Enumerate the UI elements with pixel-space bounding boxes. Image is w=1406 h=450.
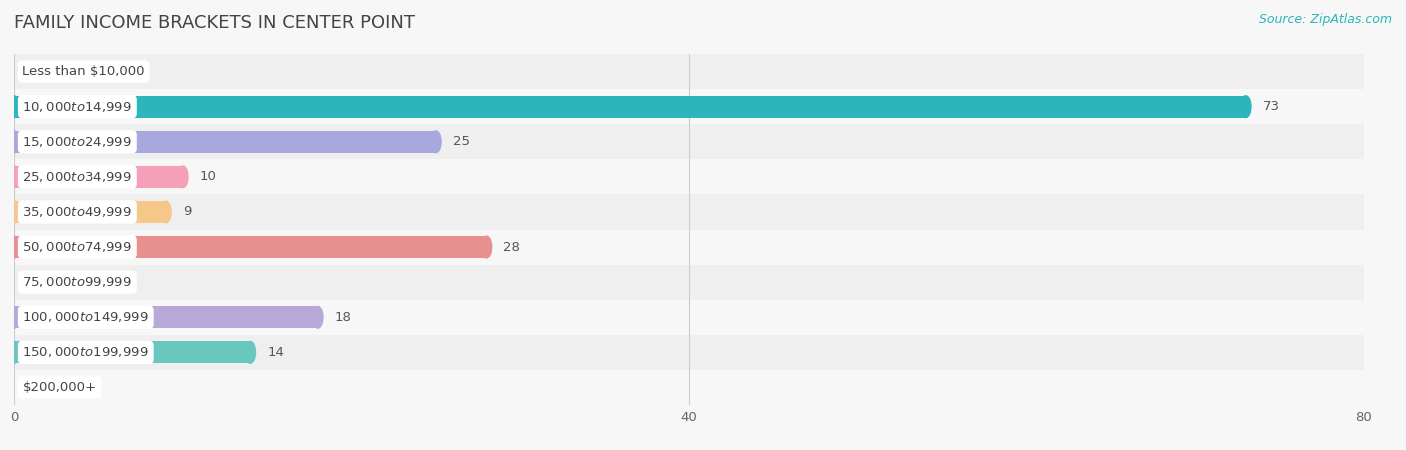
Text: $25,000 to $34,999: $25,000 to $34,999 [22, 170, 132, 184]
Bar [14, 265, 1364, 300]
Bar [14, 124, 1364, 159]
Text: $50,000 to $74,999: $50,000 to $74,999 [22, 240, 132, 254]
Circle shape [8, 236, 20, 258]
Text: 14: 14 [267, 346, 284, 359]
Bar [14, 306, 318, 328]
Circle shape [8, 131, 20, 153]
Bar [14, 89, 1364, 124]
Bar [14, 194, 1364, 230]
Text: $15,000 to $24,999: $15,000 to $24,999 [22, 135, 132, 149]
Text: 28: 28 [503, 241, 520, 253]
Circle shape [245, 342, 256, 363]
Text: 0: 0 [31, 65, 39, 78]
Circle shape [8, 96, 20, 117]
Bar [14, 370, 1364, 405]
Circle shape [1240, 96, 1251, 117]
Text: 0: 0 [31, 276, 39, 288]
Text: $200,000+: $200,000+ [22, 381, 97, 394]
Circle shape [481, 236, 492, 258]
Circle shape [430, 131, 441, 153]
Text: 73: 73 [1263, 100, 1279, 113]
Circle shape [312, 306, 323, 328]
Bar [14, 54, 1364, 89]
Circle shape [8, 306, 20, 328]
Bar [14, 201, 166, 223]
Text: 0: 0 [31, 381, 39, 394]
Text: 10: 10 [200, 171, 217, 183]
Circle shape [177, 166, 188, 188]
Text: FAMILY INCOME BRACKETS IN CENTER POINT: FAMILY INCOME BRACKETS IN CENTER POINT [14, 14, 415, 32]
Text: $150,000 to $199,999: $150,000 to $199,999 [22, 345, 149, 360]
Text: 18: 18 [335, 311, 352, 324]
Bar [14, 236, 486, 258]
Circle shape [8, 342, 20, 363]
Text: $75,000 to $99,999: $75,000 to $99,999 [22, 275, 132, 289]
Text: Source: ZipAtlas.com: Source: ZipAtlas.com [1258, 14, 1392, 27]
Circle shape [8, 201, 20, 223]
Circle shape [8, 166, 20, 188]
Text: 9: 9 [183, 206, 191, 218]
Bar [14, 131, 436, 153]
Text: Less than $10,000: Less than $10,000 [22, 65, 145, 78]
Bar [14, 230, 1364, 265]
Bar [14, 166, 183, 188]
Bar [14, 300, 1364, 335]
Bar [14, 96, 1246, 117]
Circle shape [160, 201, 172, 223]
Text: $100,000 to $149,999: $100,000 to $149,999 [22, 310, 149, 324]
Bar [14, 342, 250, 363]
Text: 25: 25 [453, 135, 470, 148]
Text: $35,000 to $49,999: $35,000 to $49,999 [22, 205, 132, 219]
Text: $10,000 to $14,999: $10,000 to $14,999 [22, 99, 132, 114]
Bar [14, 335, 1364, 370]
Bar [14, 159, 1364, 194]
